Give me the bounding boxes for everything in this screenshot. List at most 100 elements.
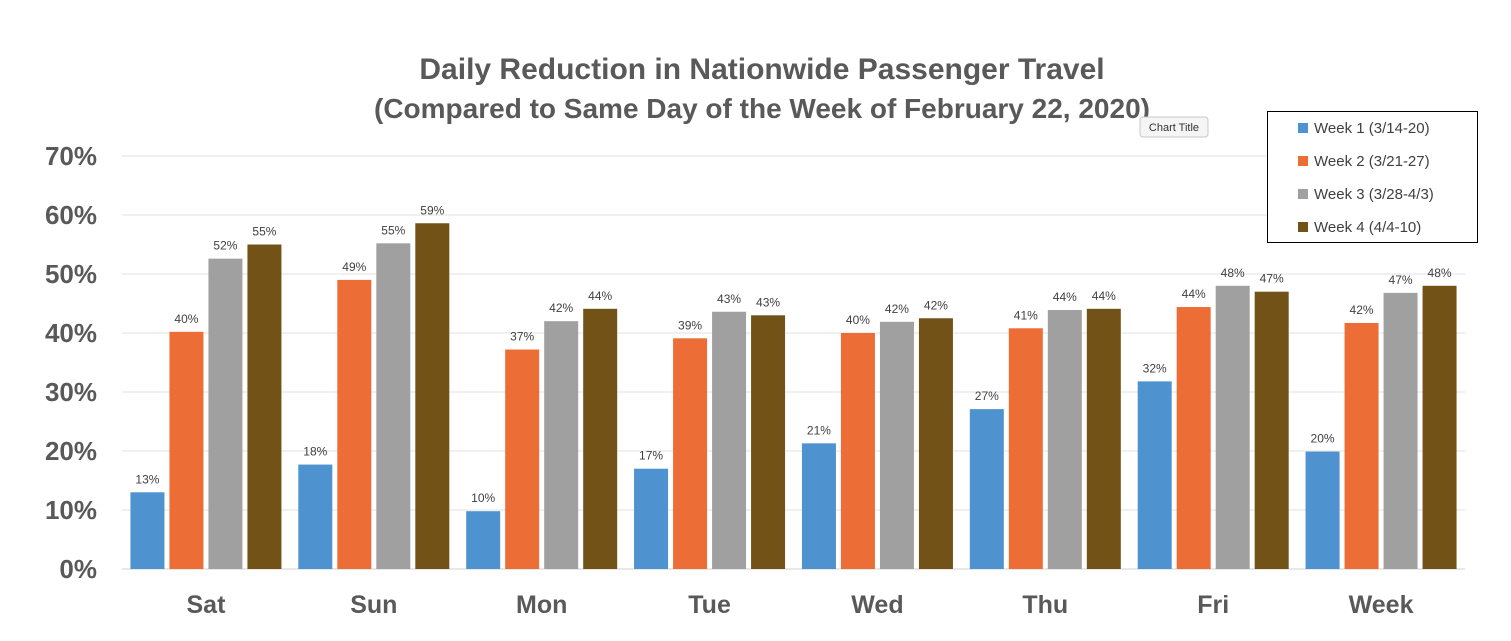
x-category-label: Sun — [350, 591, 397, 619]
legend-label: Week 3 (3/28-4/3) — [1314, 186, 1434, 203]
legend-swatch — [1298, 222, 1308, 232]
data-label: 48% — [1428, 266, 1452, 280]
data-label: 48% — [1221, 266, 1245, 280]
legend-label: Week 4 (4/4-10) — [1314, 219, 1421, 236]
data-label: 18% — [303, 445, 327, 459]
bar — [1137, 381, 1172, 569]
bar — [130, 492, 165, 569]
bar — [1422, 285, 1457, 569]
chart-title: Daily Reduction in Nationwide Passenger … — [419, 53, 1104, 86]
data-label: 42% — [1350, 303, 1374, 317]
bar — [801, 443, 836, 569]
bar — [169, 331, 204, 569]
bar — [208, 258, 243, 569]
data-label: 21% — [807, 423, 831, 437]
y-tick-label: 40% — [45, 318, 97, 348]
data-label: 52% — [213, 239, 237, 253]
bar — [673, 338, 708, 569]
data-label: 47% — [1260, 272, 1284, 286]
data-label: 13% — [135, 472, 159, 486]
y-tick-label: 0% — [59, 554, 97, 584]
bar — [298, 464, 333, 569]
x-category-label: Fri — [1197, 591, 1229, 619]
data-label: 32% — [1143, 361, 1167, 375]
data-label: 44% — [1092, 289, 1116, 303]
bar — [1344, 322, 1379, 569]
y-tick-label: 50% — [45, 259, 97, 289]
x-category-label: Mon — [516, 591, 567, 619]
bar — [544, 321, 579, 569]
bar — [247, 244, 282, 569]
bar — [337, 279, 372, 569]
data-label: 55% — [252, 225, 276, 239]
legend-label: Week 1 (3/14-20) — [1314, 120, 1430, 137]
x-category-label: Week — [1349, 591, 1414, 619]
x-category-label: Wed — [851, 591, 903, 619]
bar — [634, 468, 669, 569]
data-label: 47% — [1389, 273, 1413, 287]
tooltip-box — [1139, 116, 1209, 138]
bar — [1254, 291, 1289, 569]
data-label: 41% — [1014, 308, 1038, 322]
bar — [918, 318, 953, 569]
data-label: 44% — [588, 289, 612, 303]
data-label: 43% — [756, 295, 780, 309]
bar — [1383, 292, 1418, 569]
data-label: 44% — [1182, 287, 1206, 301]
legend: Week 1 (3/14-20) Week 2 (3/21-27) Week 3 (… — [1267, 111, 1478, 243]
x-category-label: Thu — [1022, 591, 1068, 619]
data-labels: 13% 40% 52% 55% 18% 49% 55% 59% 10% 37% 42% 44% 17% 3… — [135, 203, 1451, 505]
bar — [840, 333, 875, 569]
data-label: 27% — [975, 389, 999, 403]
y-tick-label: 30% — [45, 377, 97, 407]
y-tick-label: 10% — [45, 495, 97, 525]
legend-box — [1267, 111, 1478, 243]
data-label: 59% — [420, 203, 444, 217]
bar — [969, 409, 1004, 569]
y-tick-label: 60% — [45, 200, 97, 230]
data-label: 20% — [1311, 432, 1335, 446]
bar — [712, 311, 747, 569]
tooltip-text: Chart Title — [1149, 122, 1199, 134]
data-label: 17% — [639, 449, 663, 463]
bar — [751, 315, 786, 569]
legend-swatch — [1298, 123, 1308, 133]
legend-swatch — [1298, 189, 1308, 199]
bar — [466, 511, 501, 569]
data-label: 37% — [510, 330, 534, 344]
bar — [583, 308, 618, 569]
data-label: 39% — [678, 318, 702, 332]
data-label: 42% — [885, 302, 909, 316]
bar — [376, 243, 411, 569]
bar — [1047, 309, 1082, 569]
data-label: 49% — [342, 260, 366, 274]
bar — [415, 223, 450, 569]
data-label: 40% — [174, 312, 198, 326]
bar — [1008, 328, 1043, 569]
data-label: 42% — [924, 298, 948, 312]
y-tick-label: 20% — [45, 436, 97, 466]
data-label: 40% — [846, 313, 870, 327]
chart-title-tooltip: Chart Title — [1139, 116, 1209, 138]
bar — [1215, 285, 1250, 569]
bar — [879, 321, 914, 569]
bar — [505, 349, 540, 569]
x-axis-category-labels: Sat Sun Mon Tue Wed Thu Fri Week — [186, 591, 1413, 619]
legend-label: Week 2 (3/21-27) — [1314, 153, 1430, 170]
data-label: 44% — [1053, 290, 1077, 304]
bar — [1086, 308, 1121, 569]
bars — [130, 223, 1457, 569]
data-label: 10% — [471, 491, 495, 505]
data-label: 55% — [381, 223, 405, 237]
data-label: 42% — [549, 301, 573, 315]
y-tick-label: 70% — [45, 141, 97, 171]
y-axis-tick-labels: 0% 10% 20% 30% 40% 50% 60% 70% — [45, 141, 97, 584]
bar — [1305, 451, 1340, 569]
bar — [1176, 307, 1211, 569]
legend-swatch — [1298, 156, 1308, 166]
data-label: 43% — [717, 292, 741, 306]
x-category-label: Sat — [186, 591, 226, 619]
x-category-label: Tue — [688, 591, 731, 619]
